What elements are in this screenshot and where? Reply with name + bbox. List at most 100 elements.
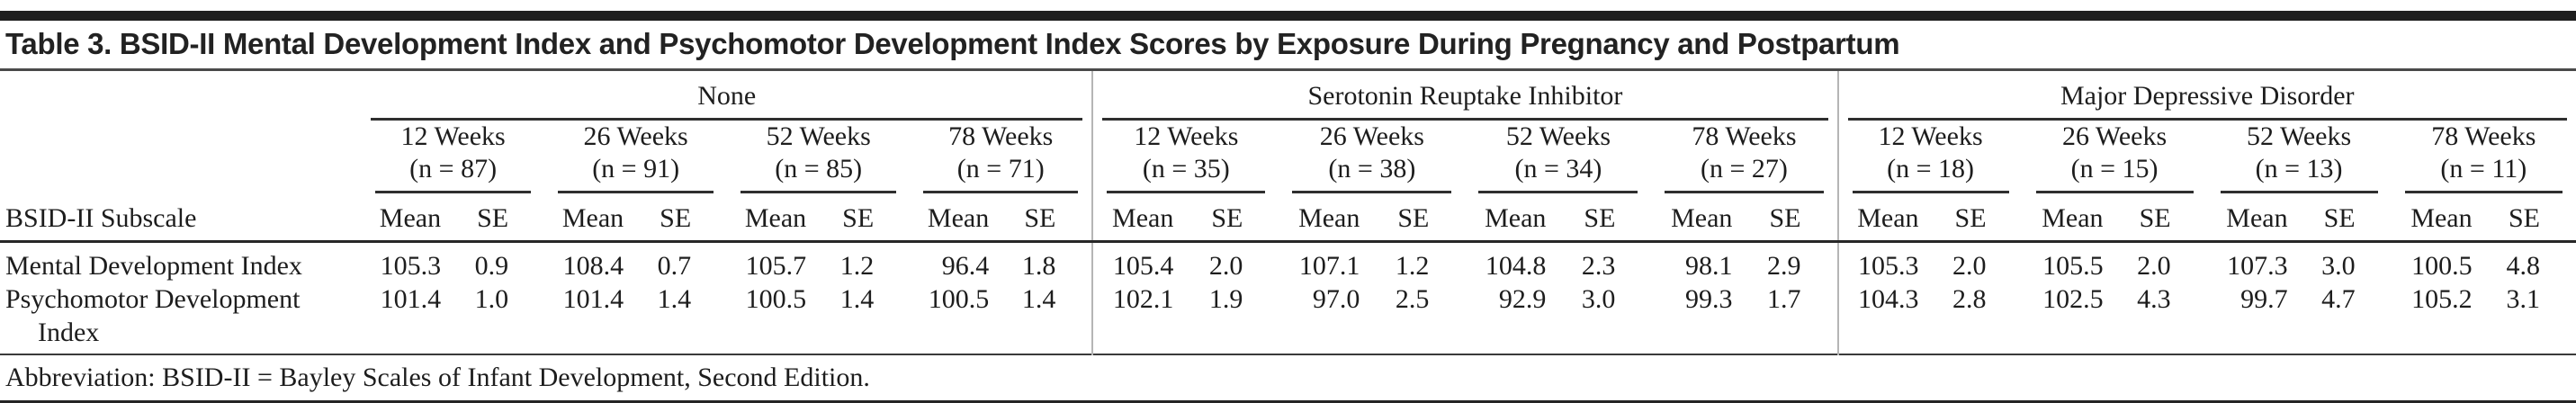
week-header-row: 12 Weeks (n = 87) 26 Weeks (n = 91) 52 Wee… xyxy=(0,121,2576,193)
week-n: (n = 91) xyxy=(592,154,680,184)
data-cell: 1.8 xyxy=(1021,251,1056,281)
week-n: (n = 15) xyxy=(2070,154,2159,184)
week-n: (n = 27) xyxy=(1701,154,1788,184)
week-header: 26 Weeks (n = 15) xyxy=(2023,121,2207,193)
group-label: Serotonin Reuptake Inhibitor xyxy=(1102,81,1828,121)
data-cell: 105.4 xyxy=(1091,241,1198,282)
week-header: 26 Weeks (n = 91) xyxy=(544,121,727,193)
se-header: SE xyxy=(830,193,911,243)
week-n: (n = 35) xyxy=(1142,154,1230,184)
week-header: 78 Weeks (n = 11) xyxy=(2392,121,2576,193)
data-cell: 105.7 xyxy=(745,251,807,281)
mean-header: Mean xyxy=(2206,193,2312,243)
data-cell: 105.2 xyxy=(2411,284,2473,314)
se-header: SE xyxy=(1943,193,2023,243)
week-header: 12 Weeks (n = 18) xyxy=(1836,121,2023,193)
footnote-row: Abbreviation: BSID-II = Bayley Scales of… xyxy=(0,354,2576,403)
se-header: SE xyxy=(465,193,545,243)
mean-header: Mean xyxy=(2391,193,2497,243)
exposure-group-header-row: None Serotonin Reuptake Inhibitor Major … xyxy=(0,71,2576,121)
data-cell: 99.7 xyxy=(2240,284,2288,314)
se-header: SE xyxy=(1198,193,1279,243)
row-label: Psychomotor Development Index xyxy=(5,284,301,347)
stub-spacer xyxy=(0,71,362,121)
week-label: 12 Weeks xyxy=(1134,121,1239,151)
top-accent-bar xyxy=(0,11,2576,21)
data-cell: 1.2 xyxy=(839,251,875,281)
data-cell: 2.3 xyxy=(1581,251,1616,281)
data-cell: 104.8 xyxy=(1485,251,1547,281)
data-cell: 1.4 xyxy=(839,284,875,314)
data-cell: 105.5 xyxy=(2042,251,2104,281)
week-n: (n = 71) xyxy=(956,154,1045,184)
bsid-scores-table: None Serotonin Reuptake Inhibitor Major … xyxy=(0,71,2576,403)
data-cell: 4.8 xyxy=(2506,251,2541,281)
week-label: 78 Weeks xyxy=(1692,121,1797,151)
data-cell: 1.4 xyxy=(657,284,692,314)
data-cell: 4.3 xyxy=(2137,284,2171,314)
week-n: (n = 38) xyxy=(1328,154,1416,184)
week-label: 26 Weeks xyxy=(583,121,688,151)
group-label: Major Depressive Disorder xyxy=(1847,81,2567,121)
data-cell: 105.3 xyxy=(1836,241,1943,282)
se-header: SE xyxy=(1570,193,1652,243)
week-header: 12 Weeks (n = 87) xyxy=(362,121,544,193)
mean-header: Mean xyxy=(2022,193,2128,243)
data-cell: 98.1 xyxy=(1684,251,1733,281)
week-n: (n = 13) xyxy=(2255,154,2343,184)
data-cell: 2.9 xyxy=(1767,251,1801,281)
week-header: 78 Weeks (n = 71) xyxy=(910,121,1092,193)
data-cell: 100.5 xyxy=(745,284,807,314)
se-header: SE xyxy=(648,193,728,243)
week-n: (n = 87) xyxy=(409,154,498,184)
week-header: 52 Weeks (n = 13) xyxy=(2207,121,2392,193)
mean-header: Mean xyxy=(1651,193,1757,243)
mean-header: Mean xyxy=(1836,193,1943,243)
stub-spacer xyxy=(0,121,362,193)
mean-header: Mean xyxy=(362,193,466,243)
week-n: (n = 85) xyxy=(775,154,863,184)
se-header: SE xyxy=(1013,193,1093,243)
table-title-block: Table 3. BSID-II Mental Development Inde… xyxy=(0,11,2576,71)
data-cell: 1.7 xyxy=(1767,284,1801,314)
se-header: SE xyxy=(2311,193,2392,243)
abbreviation-footnote: Abbreviation: BSID-II = Bayley Scales of… xyxy=(0,354,2576,403)
data-cell: 102.1 xyxy=(1091,282,1198,354)
data-cell: 1.0 xyxy=(474,284,509,314)
data-cell: 2.0 xyxy=(2137,251,2171,281)
week-label: 12 Weeks xyxy=(400,121,506,151)
data-cell: 92.9 xyxy=(1498,284,1547,314)
table-row-psychomotor-development-index: Psychomotor Development Index 101.4 1.0 10… xyxy=(0,282,2576,354)
data-cell: 3.1 xyxy=(2506,284,2541,314)
mean-header: Mean xyxy=(910,193,1014,243)
data-cell: 102.5 xyxy=(2042,284,2104,314)
data-cell: 2.0 xyxy=(1208,251,1243,281)
data-cell: 3.0 xyxy=(2321,251,2356,281)
data-cell: 105.3 xyxy=(380,251,442,281)
week-header: 12 Weeks (n = 35) xyxy=(1091,121,1279,193)
week-label: 78 Weeks xyxy=(2431,121,2536,151)
stub-header: BSID-II Subscale xyxy=(0,193,363,243)
data-cell: 2.0 xyxy=(1952,251,1987,281)
week-label: 26 Weeks xyxy=(1319,121,1424,151)
data-cell: 101.4 xyxy=(380,284,442,314)
week-header: 52 Weeks (n = 85) xyxy=(727,121,910,193)
week-label: 52 Weeks xyxy=(1505,121,1611,151)
data-cell: 0.7 xyxy=(657,251,692,281)
data-cell: 1.2 xyxy=(1395,251,1430,281)
table-row-mental-development-index: Mental Development Index 105.3 0.9 108.4 0… xyxy=(0,241,2576,282)
data-cell: 97.0 xyxy=(1312,284,1360,314)
week-n: (n = 18) xyxy=(1887,154,1974,184)
data-cell: 108.4 xyxy=(562,251,624,281)
data-cell: 100.5 xyxy=(2411,251,2473,281)
data-cell: 3.0 xyxy=(1581,284,1616,314)
data-cell: 4.7 xyxy=(2321,284,2356,314)
data-cell: 2.8 xyxy=(1952,284,1987,314)
page-title: Table 3. BSID-II Mental Development Inde… xyxy=(0,21,2576,71)
week-header: 78 Weeks (n = 27) xyxy=(1651,121,1837,193)
week-label: 52 Weeks xyxy=(2247,121,2352,151)
se-header: SE xyxy=(2496,193,2576,243)
row-label: Mental Development Index xyxy=(5,251,302,281)
week-label: 12 Weeks xyxy=(1878,121,1983,151)
data-cell: 1.4 xyxy=(1021,284,1056,314)
